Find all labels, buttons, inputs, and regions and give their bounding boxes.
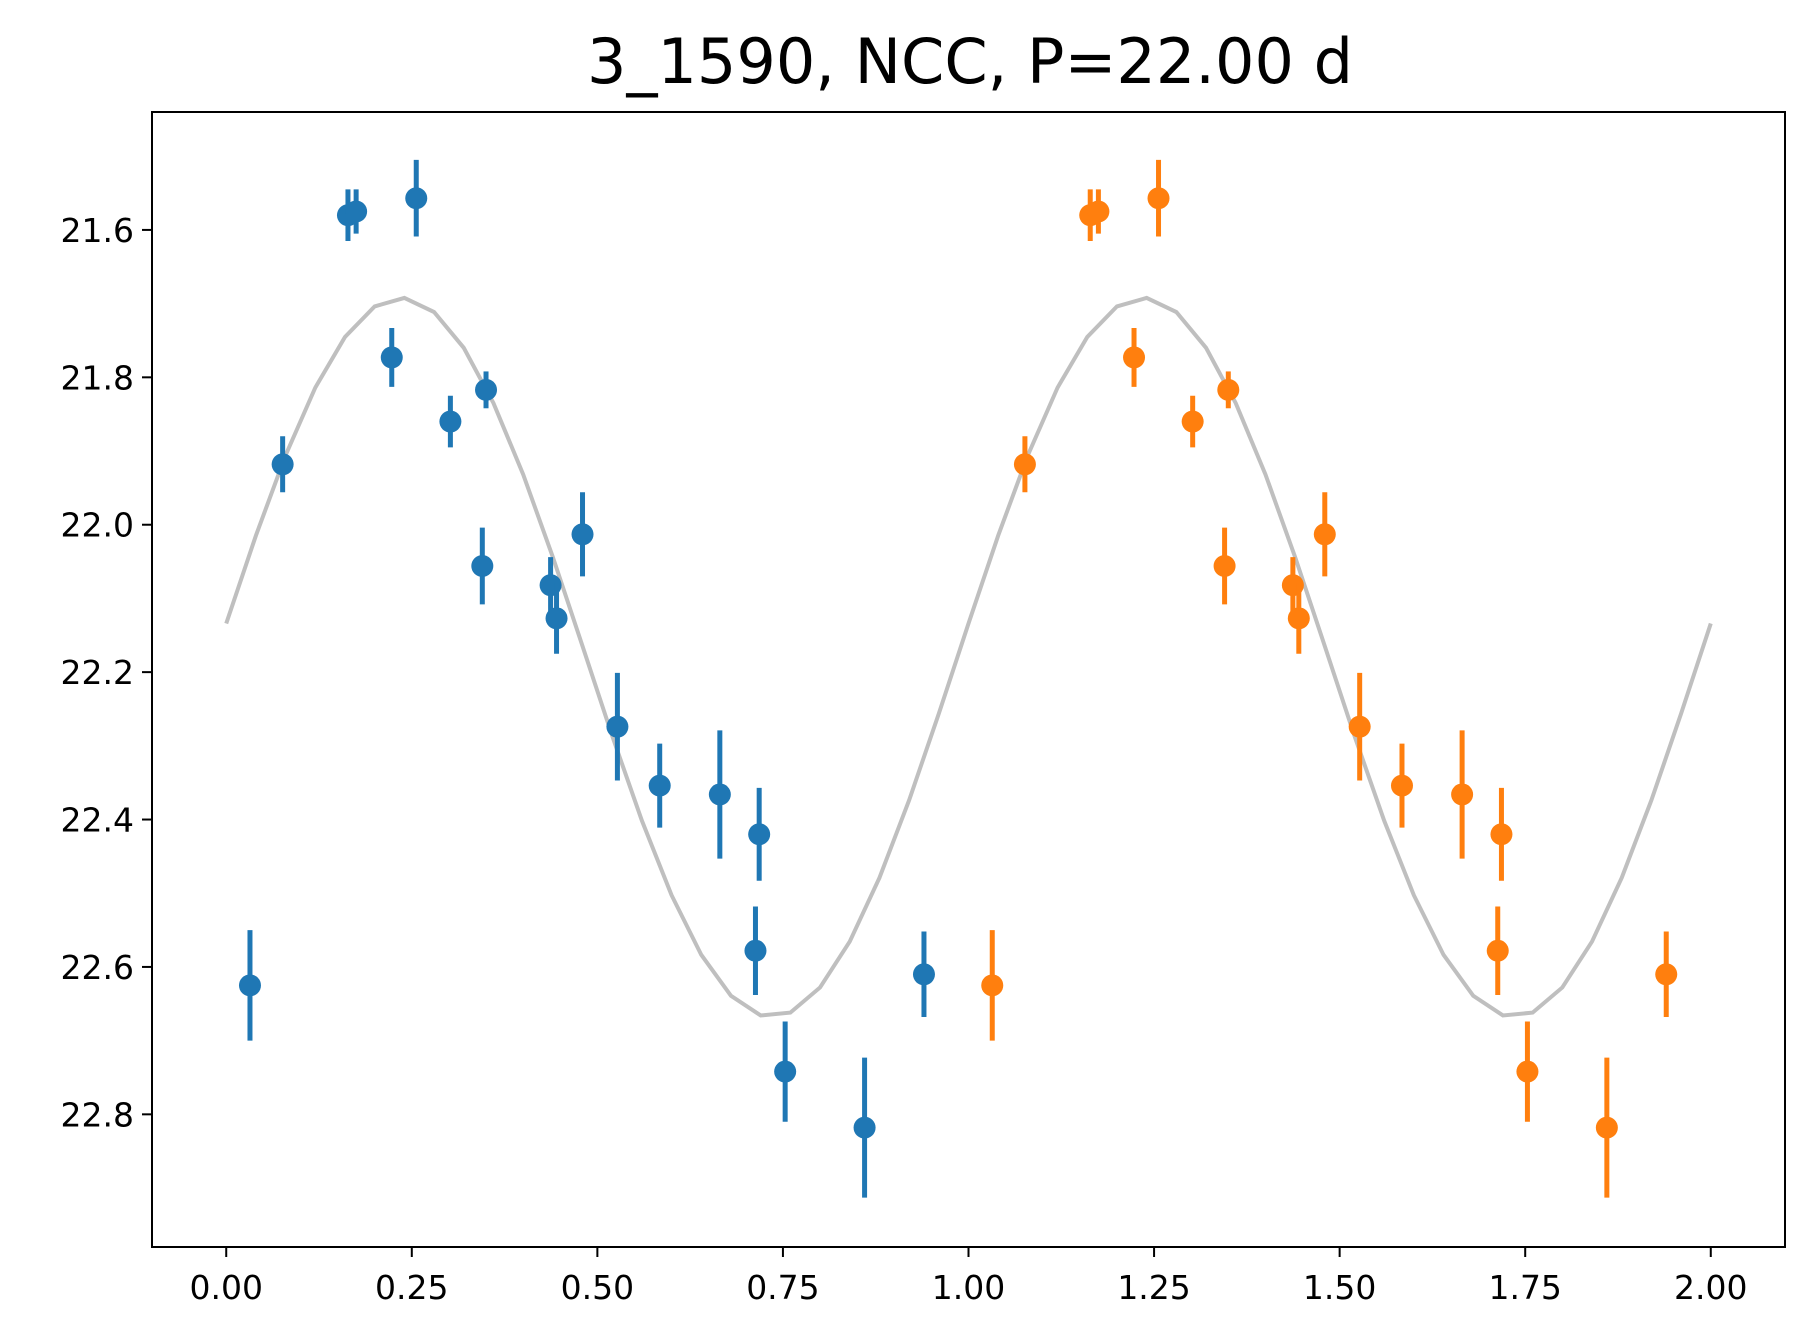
x-tick-label: 0.50 bbox=[561, 1268, 634, 1307]
data-point bbox=[345, 200, 368, 223]
data-point bbox=[1516, 1060, 1539, 1083]
data-point bbox=[1213, 555, 1236, 577]
x-tick-label: 0.75 bbox=[746, 1268, 819, 1307]
data-point bbox=[405, 187, 428, 210]
model-curve bbox=[224, 295, 1713, 1018]
data-point bbox=[606, 715, 629, 738]
data-point bbox=[439, 410, 462, 433]
data-point bbox=[744, 939, 767, 962]
data-point bbox=[475, 378, 498, 401]
data-point bbox=[1595, 1116, 1618, 1139]
data-point bbox=[1147, 187, 1170, 210]
data-point bbox=[774, 1060, 797, 1083]
model-curve-layer bbox=[224, 295, 1713, 1018]
y-tick-label: 22.6 bbox=[61, 948, 134, 987]
x-tick-label: 0.00 bbox=[189, 1268, 262, 1307]
x-tick-label: 0.25 bbox=[375, 1268, 448, 1307]
data-point bbox=[1123, 346, 1146, 369]
data-point bbox=[1451, 783, 1474, 806]
data-points-layer bbox=[238, 159, 1678, 1198]
x-tick-label: 2.00 bbox=[1674, 1268, 1747, 1307]
axes-layer: 0.00 0.25 0.50 0.75 1.00 1.25 1.50 1.75 2.00 21.6… bbox=[61, 211, 1748, 1307]
data-point bbox=[545, 607, 568, 630]
series-2 bbox=[981, 159, 1678, 1198]
y-tick-label: 21.8 bbox=[61, 358, 134, 397]
data-point bbox=[748, 823, 771, 846]
data-point bbox=[571, 523, 594, 546]
data-point bbox=[1655, 963, 1678, 986]
y-tick-label: 22.2 bbox=[61, 653, 134, 692]
data-point bbox=[1181, 410, 1204, 433]
x-tick-label: 1.00 bbox=[932, 1268, 1005, 1307]
data-point bbox=[648, 774, 671, 797]
data-point bbox=[1013, 453, 1036, 476]
data-point bbox=[1486, 939, 1509, 962]
y-tick-label: 22.0 bbox=[61, 506, 134, 545]
series-1 bbox=[238, 159, 935, 1198]
data-point bbox=[1348, 715, 1371, 738]
data-point bbox=[912, 963, 935, 986]
data-point bbox=[471, 555, 494, 577]
x-tick-label: 1.25 bbox=[1117, 1268, 1190, 1307]
x-tick-label: 1.75 bbox=[1488, 1268, 1561, 1307]
data-point bbox=[1390, 774, 1413, 797]
data-point bbox=[1287, 607, 1310, 630]
plot-frame bbox=[151, 111, 1786, 1248]
y-tick-label: 22.4 bbox=[61, 801, 134, 840]
data-point bbox=[853, 1116, 876, 1139]
data-point bbox=[1087, 200, 1110, 223]
data-point bbox=[1217, 378, 1240, 401]
data-point bbox=[708, 783, 731, 806]
data-point bbox=[238, 974, 261, 997]
data-point bbox=[1490, 823, 1513, 846]
chart-title: 3_1590, NCC, P=22.00 d bbox=[587, 25, 1353, 98]
y-tick-label: 22.8 bbox=[61, 1095, 134, 1134]
data-point bbox=[981, 974, 1004, 997]
x-tick-label: 1.50 bbox=[1303, 1268, 1376, 1307]
data-point bbox=[1313, 523, 1336, 546]
data-point bbox=[380, 346, 403, 369]
data-point bbox=[271, 453, 294, 476]
y-tick-label: 21.6 bbox=[61, 211, 134, 250]
